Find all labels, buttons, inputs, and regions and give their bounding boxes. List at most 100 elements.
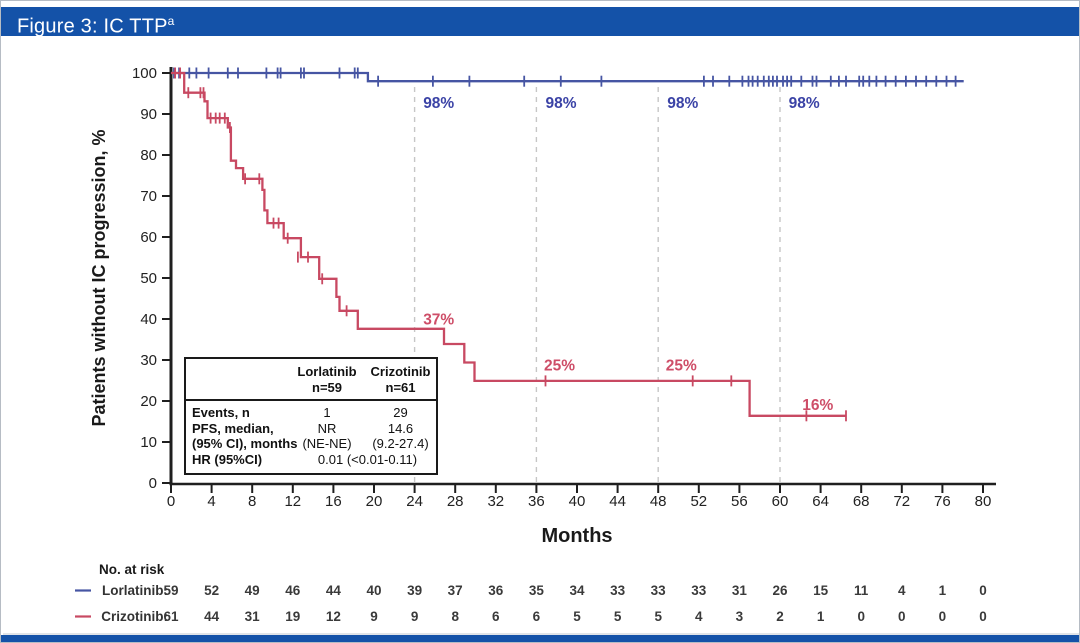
lorlatinib-curve: [171, 71, 964, 83]
at-risk-value: 11: [854, 583, 869, 598]
at-risk-value: 52: [204, 583, 219, 598]
at-risk-value: 44: [326, 583, 342, 598]
x-tick-label: 44: [609, 493, 626, 510]
lorlatinib-percent-label: 98%: [546, 95, 577, 112]
y-tick-label: 90: [140, 106, 157, 123]
summary-header-crizotinib: Crizotinib n=61: [370, 364, 431, 395]
crizotinib-percent-label: 37%: [423, 312, 454, 329]
at-risk-value: 0: [979, 583, 987, 598]
y-tick-label: 50: [140, 270, 157, 287]
at-risk-value: 49: [245, 583, 260, 598]
y-tick-label: 40: [140, 311, 157, 328]
at-risk-value: 0: [857, 609, 865, 624]
at-risk-value: 6: [492, 609, 500, 624]
at-risk-value: 19: [285, 609, 300, 624]
at-risk-value: 3: [736, 609, 744, 624]
x-tick-label: 72: [893, 493, 910, 510]
at-risk-value: 39: [407, 583, 422, 598]
table-row: HR (95%CI) 0.01 (<0.01-0.11): [192, 451, 418, 467]
at-risk-value: 0: [979, 609, 987, 624]
y-tick-label: 80: [140, 147, 157, 164]
at-risk-value: 40: [366, 583, 381, 598]
at-risk-value: 26: [772, 583, 788, 598]
y-tick-label: 20: [140, 393, 157, 410]
x-tick-label: 20: [366, 493, 383, 510]
crizotinib-percent-label: 25%: [666, 357, 697, 374]
lorlatinib-percent-label: 98%: [667, 95, 698, 112]
figure-title-text: Figure 3: IC TTP: [17, 15, 168, 38]
at-risk-value: 59: [163, 583, 178, 598]
y-tick-label: 60: [140, 229, 157, 246]
at-risk-value: 5: [614, 609, 622, 624]
x-tick-label: 64: [812, 493, 829, 510]
at-risk-value: 37: [448, 583, 463, 598]
at-risk-value: 5: [573, 609, 581, 624]
x-tick-label: 28: [447, 493, 464, 510]
at-risk-value: 33: [691, 583, 707, 598]
summary-header-spacer: [192, 364, 294, 396]
at-risk-value: 0: [898, 609, 906, 624]
x-tick-label: 80: [975, 493, 992, 510]
at-risk-value: 46: [285, 583, 301, 598]
table-row: PFS, median, NR 14.6: [192, 420, 414, 436]
x-tick-label: 12: [284, 493, 301, 510]
at-risk-value: 15: [813, 583, 829, 598]
figure-title-footnote-marker: a: [167, 14, 175, 28]
at-risk-value: 33: [651, 583, 667, 598]
figure-title: Figure 3: IC TTPa: [17, 7, 175, 38]
x-tick-label: 32: [487, 493, 504, 510]
at-risk-value: 36: [488, 583, 504, 598]
table-row: Events, n 1 29: [192, 405, 408, 420]
at-risk-value: 1: [817, 609, 825, 624]
at-risk-value: 9: [411, 609, 419, 624]
at-risk-value: 44: [204, 609, 220, 624]
y-tick-label: 70: [140, 188, 157, 205]
at-risk-value: 12: [326, 609, 341, 624]
lorlatinib-percent-label: 98%: [423, 95, 454, 112]
at-risk-value: 33: [610, 583, 626, 598]
at-risk-title: No. at risk: [99, 562, 165, 577]
y-axis-title: Patients without IC progression, %: [89, 129, 109, 426]
y-tick-label: 100: [132, 65, 157, 82]
x-tick-label: 60: [772, 493, 789, 510]
x-tick-label: 56: [731, 493, 748, 510]
at-risk-value: 8: [451, 609, 459, 624]
y-tick-label: 10: [140, 434, 157, 451]
at-risk-value: 9: [370, 609, 378, 624]
x-tick-label: 68: [853, 493, 870, 510]
at-risk-value: 6: [533, 609, 541, 624]
summary-table-separator: [186, 399, 436, 401]
at-risk-value: 35: [529, 583, 545, 598]
header-bar: Figure 3: IC TTPa: [1, 7, 1079, 38]
x-tick-label: 36: [528, 493, 545, 510]
table-row: (95% CI), months (NE-NE) (9.2-27.4): [192, 436, 429, 451]
at-risk-value: 34: [569, 583, 585, 598]
at-risk-value: 4: [898, 583, 906, 598]
footer-bar: [1, 635, 1079, 642]
at-risk-value: 5: [654, 609, 662, 624]
at-risk-value: 61: [163, 609, 179, 624]
x-tick-label: 4: [207, 493, 215, 510]
summary-table-header: Lorlatinib n=59 Crizotinib n=61: [186, 359, 436, 399]
at-risk-value: 1: [939, 583, 947, 598]
x-tick-label: 16: [325, 493, 342, 510]
x-tick-label: 76: [934, 493, 951, 510]
at-risk-value: 4: [695, 609, 703, 624]
at-risk-value: 31: [245, 609, 261, 624]
x-tick-label: 8: [248, 493, 256, 510]
at-risk-value: 0: [939, 609, 947, 624]
summary-table-body: Events, n 1 29 PFS, median, NR 14.6 (95%…: [186, 401, 436, 473]
x-tick-label: 52: [690, 493, 707, 510]
summary-stats-table: Lorlatinib n=59 Crizotinib n=61 Events, …: [184, 357, 438, 475]
y-tick-label: 0: [149, 475, 157, 492]
at-risk-value: 31: [732, 583, 748, 598]
x-tick-label: 40: [569, 493, 586, 510]
x-tick-label: 24: [406, 493, 423, 510]
x-axis-title: Months: [541, 525, 612, 547]
at-risk-row-label: Lorlatinib:: [102, 583, 168, 598]
x-tick-label: 0: [167, 493, 175, 510]
at-risk-row-label: Crizotinib:: [101, 609, 168, 624]
summary-header-lorlatinib: Lorlatinib n=59: [297, 364, 357, 395]
